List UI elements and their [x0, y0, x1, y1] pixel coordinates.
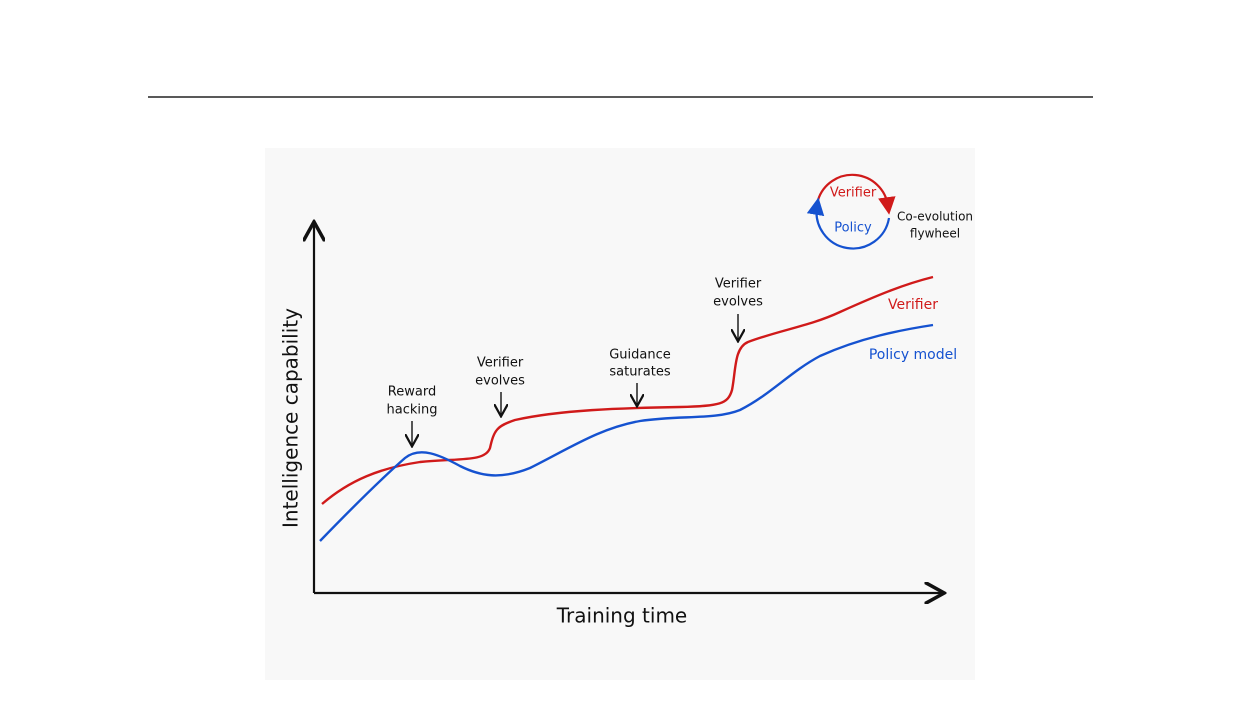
flywheel-caption: flywheel	[910, 227, 960, 241]
annotation: evolves	[475, 374, 525, 389]
annotation: evolves	[713, 295, 763, 310]
annotation: saturates	[609, 365, 670, 380]
flywheel-label: Verifier	[830, 186, 877, 201]
annotation: Guidance	[609, 348, 671, 363]
annotation: hacking	[387, 403, 438, 418]
curve-label: Verifier	[888, 297, 938, 313]
y-axis-label: Intelligence capability	[279, 308, 303, 528]
flywheel-arc	[816, 173, 896, 215]
flywheel-label: Policy	[834, 221, 872, 236]
annotation: Verifier	[477, 356, 524, 371]
x-axis-label: Training time	[556, 604, 687, 628]
annotation: Reward	[388, 385, 436, 400]
flywheel-arc	[806, 197, 891, 250]
curve-label: Policy model	[869, 347, 957, 363]
flywheel-caption: Co-evolution	[897, 210, 973, 224]
figure-background	[265, 148, 975, 680]
verifier-curve	[321, 275, 934, 505]
annotation: Verifier	[715, 277, 762, 292]
policy-curve	[319, 323, 934, 542]
